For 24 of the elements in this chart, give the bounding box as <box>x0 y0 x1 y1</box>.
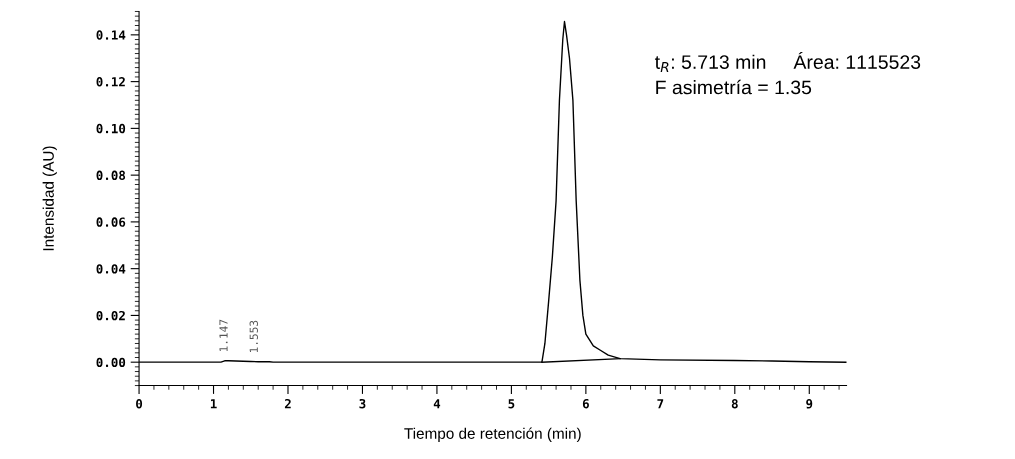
x-tick-label: 1 <box>210 399 217 409</box>
annotation: 1.553 <box>249 320 258 353</box>
y-tick-label: 0.14 <box>96 30 126 40</box>
x-tick-label: 3 <box>359 398 366 409</box>
x-tick-label: 2 <box>284 398 291 409</box>
y-tick-label: 0.12 <box>96 77 125 87</box>
y-tick-label: 0.02 <box>96 310 125 321</box>
y-axis-title: Intensidad (AU) <box>42 146 57 251</box>
x-tick-label: 5 <box>508 399 515 409</box>
y-tick-label: 0.08 <box>96 170 126 181</box>
x-tick-label: 7 <box>657 399 664 409</box>
x-tick-label: 6 <box>582 398 589 409</box>
y-tick-label: 0.10 <box>96 123 126 134</box>
y-tick-label: 0.04 <box>96 264 126 274</box>
x-axis-title: Tiempo de retención (min) <box>404 427 581 442</box>
x-tick-label: 9 <box>806 399 813 409</box>
x-tick-label: 0 <box>136 398 143 409</box>
y-tick-label: 0.06 <box>96 217 126 227</box>
annotation: F asimetría = 1.35 <box>656 79 812 95</box>
annotation: t$_{R}$: 5.713 min Área: 1115523 <box>654 51 921 72</box>
annotation: 1.147 <box>219 319 228 352</box>
x-tick-label: 8 <box>731 398 738 409</box>
y-tick-label: 0.00 <box>96 357 126 368</box>
x-tick-label: 4 <box>433 399 441 409</box>
